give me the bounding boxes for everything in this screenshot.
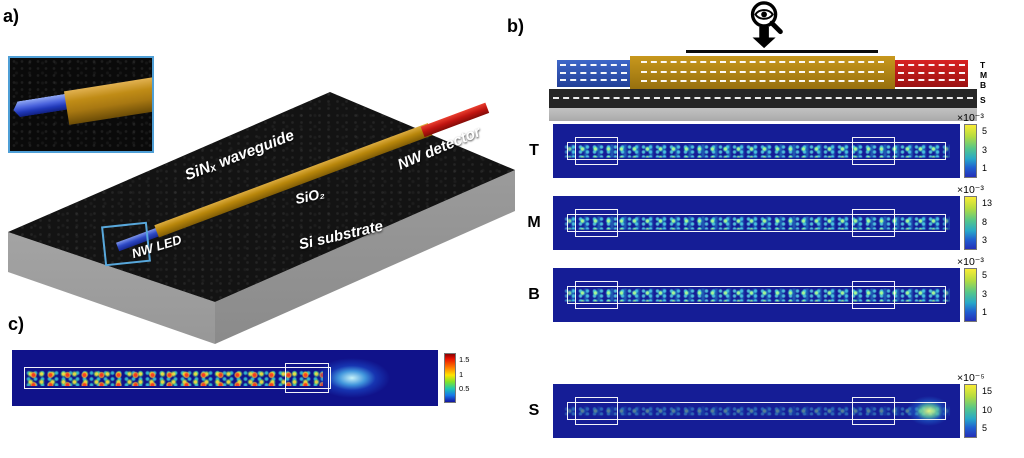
inset-closeup	[8, 56, 154, 153]
nanowire-outline-right	[852, 280, 895, 310]
field-map	[553, 384, 960, 438]
stack-label-t: T	[980, 60, 986, 70]
field-map-c	[12, 350, 438, 406]
dashed-line	[640, 61, 885, 64]
nanowire-outline-right	[852, 208, 895, 238]
view-extent-line	[686, 50, 878, 53]
field-map-row-s: S ×10⁻⁵ 15 10 5	[505, 372, 1005, 442]
dashed-line	[897, 71, 966, 74]
stack-label-m: M	[980, 70, 988, 80]
nanowire-outline-left	[575, 396, 619, 426]
colorbar-tick: 3	[982, 235, 988, 245]
nanowire-outline-right	[852, 136, 895, 166]
waveguide-outline	[567, 285, 946, 305]
dashed-line	[640, 70, 885, 73]
panel-b-label: b)	[507, 16, 524, 36]
map-label: S	[528, 402, 540, 419]
oxide-band	[549, 89, 977, 108]
nanowire-outline-right	[284, 362, 329, 394]
field-map-row-m: M ×10⁻³ 13 8 3	[505, 184, 1005, 254]
colorbar-scale: ×10⁻³	[957, 184, 984, 196]
stack-label-b: B	[980, 80, 987, 90]
dashed-line	[559, 71, 628, 74]
dashed-line	[553, 97, 973, 99]
dashed-line	[897, 64, 966, 67]
colorbar-tick: 3	[982, 145, 988, 155]
colorbar	[444, 353, 456, 403]
colorbar-scale: ×10⁻⁵	[957, 372, 985, 384]
dashed-line	[559, 64, 628, 67]
colorbar-tick: 0.5	[459, 384, 470, 393]
map-label: B	[528, 286, 540, 303]
colorbar-tick: 3	[982, 289, 988, 299]
colorbar-scale: ×10⁻³	[957, 256, 984, 268]
colorbar	[964, 268, 977, 322]
colorbar	[964, 196, 977, 250]
nanowire-outline-left	[575, 136, 619, 166]
nanowire-outline-left	[575, 280, 619, 310]
panel-c-label: c)	[8, 314, 25, 334]
stack-label-s: S	[980, 95, 986, 105]
colorbar-tick: 5	[982, 126, 988, 136]
colorbar-tick: 1	[982, 163, 988, 173]
colorbar-tick: 5	[982, 270, 988, 280]
led-block	[557, 60, 630, 87]
waveguide-outline	[567, 401, 946, 421]
waveguide-outline	[567, 141, 946, 161]
colorbar-tick: 1.5	[459, 355, 470, 364]
waveguide-outline	[23, 366, 331, 390]
magnifier-eye-icon	[738, 0, 794, 55]
colorbar-scale: ×10⁻³	[957, 112, 984, 124]
detector-block	[895, 60, 968, 87]
field-map-row-t: T ×10⁻³ 5 3 1	[505, 112, 1005, 182]
field-map	[553, 268, 960, 322]
panel-a-label: a)	[3, 6, 20, 26]
inset-waveguide-rod	[63, 75, 152, 125]
nanowire-outline-right	[852, 396, 895, 426]
colorbar-tick: 13	[982, 198, 993, 208]
map-label: T	[529, 142, 539, 159]
colorbar-tick: 1	[982, 307, 988, 317]
field-map-row-b: B ×10⁻³ 5 3 1	[505, 256, 1005, 326]
colorbar-tick: 1	[459, 370, 464, 379]
colorbar-tick: 10	[982, 405, 993, 415]
colorbar	[964, 384, 977, 438]
dashed-line	[897, 79, 966, 82]
colorbar-tick: 5	[982, 423, 988, 433]
colorbar-tick: 15	[982, 386, 993, 396]
dashed-line	[559, 79, 628, 82]
colorbar	[964, 124, 977, 178]
field-map	[553, 196, 960, 250]
substrate-band	[549, 108, 977, 121]
map-label: M	[527, 214, 541, 231]
dashed-line	[640, 79, 885, 82]
colorbar-tick: 8	[982, 217, 988, 227]
field-map	[553, 124, 960, 178]
waveguide-outline	[567, 213, 946, 233]
waveguide-block	[630, 56, 895, 89]
nanowire-outline-left	[575, 208, 619, 238]
